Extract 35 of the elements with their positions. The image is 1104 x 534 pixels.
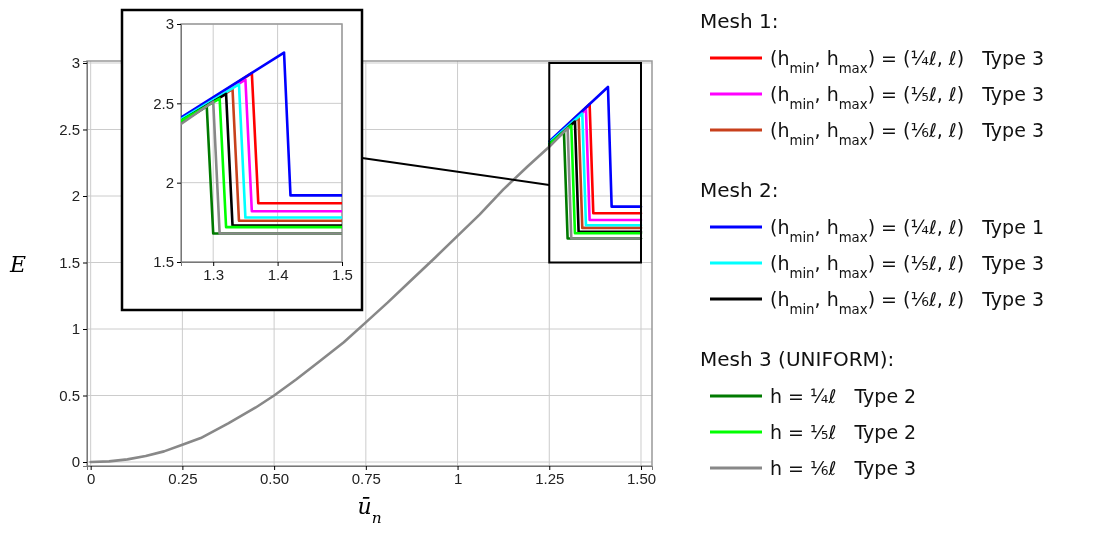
legend-label: (h$_{min}$, h$_{max}$) = (⅕ℓ, ℓ) Type 3 <box>770 83 1044 112</box>
y-tick-label: 1 <box>71 320 80 338</box>
x-tick-label: 1.3 <box>203 265 225 283</box>
legend-label: h = ⅕ℓ Type 2 <box>770 421 917 443</box>
x-tick-label: 1.4 <box>267 265 289 283</box>
y-tick-label: 0 <box>71 453 80 471</box>
legend-label: h = ⅙ℓ Type 3 <box>770 457 917 479</box>
y-tick-label: 2.5 <box>153 94 174 112</box>
y-tick-label: 2 <box>71 187 80 205</box>
y-axis-title: E <box>8 251 27 277</box>
x-tick-label: 1 <box>453 469 463 487</box>
x-axis-title: ū$_{n}$ <box>357 494 382 527</box>
y-tick-label: 1.5 <box>153 253 174 271</box>
legend-label: h = ¼ℓ Type 2 <box>770 385 917 407</box>
y-tick-label: 1.5 <box>59 253 80 271</box>
legend-label: (h$_{min}$, h$_{max}$) = (¼ℓ, ℓ) Type 3 <box>770 47 1044 76</box>
x-tick-label: 1.5 <box>332 265 353 283</box>
x-tick-label: 0.25 <box>168 469 198 487</box>
x-tick-label: 1.50 <box>626 469 657 487</box>
y-tick-label: 2.5 <box>59 120 80 138</box>
x-tick-label: 0.50 <box>260 469 290 487</box>
x-tick-label: 0 <box>87 469 96 487</box>
legend-label: (h$_{min}$, h$_{max}$) = (⅙ℓ, ℓ) Type 3 <box>770 288 1044 317</box>
y-tick-label: 0.5 <box>59 386 80 404</box>
y-tick-label: 3 <box>165 15 174 33</box>
y-tick-label: 2 <box>165 173 174 191</box>
text: Mesh 1: <box>700 9 779 33</box>
text: Mesh 2: <box>700 178 779 202</box>
x-tick-label: 0.75 <box>351 469 381 487</box>
x-tick-label: 1.25 <box>535 469 565 487</box>
legend-label: (h$_{min}$, h$_{max}$) = (⅕ℓ, ℓ) Type 3 <box>770 252 1044 281</box>
text: Mesh 3 (UNIFORM): <box>700 347 895 371</box>
y-tick-label: 3 <box>71 54 80 72</box>
legend-label: (h$_{min}$, h$_{max}$) = (⅙ℓ, ℓ) Type 3 <box>770 119 1044 148</box>
legend-label: (h$_{min}$, h$_{max}$) = (¼ℓ, ℓ) Type 1 <box>770 216 1044 245</box>
